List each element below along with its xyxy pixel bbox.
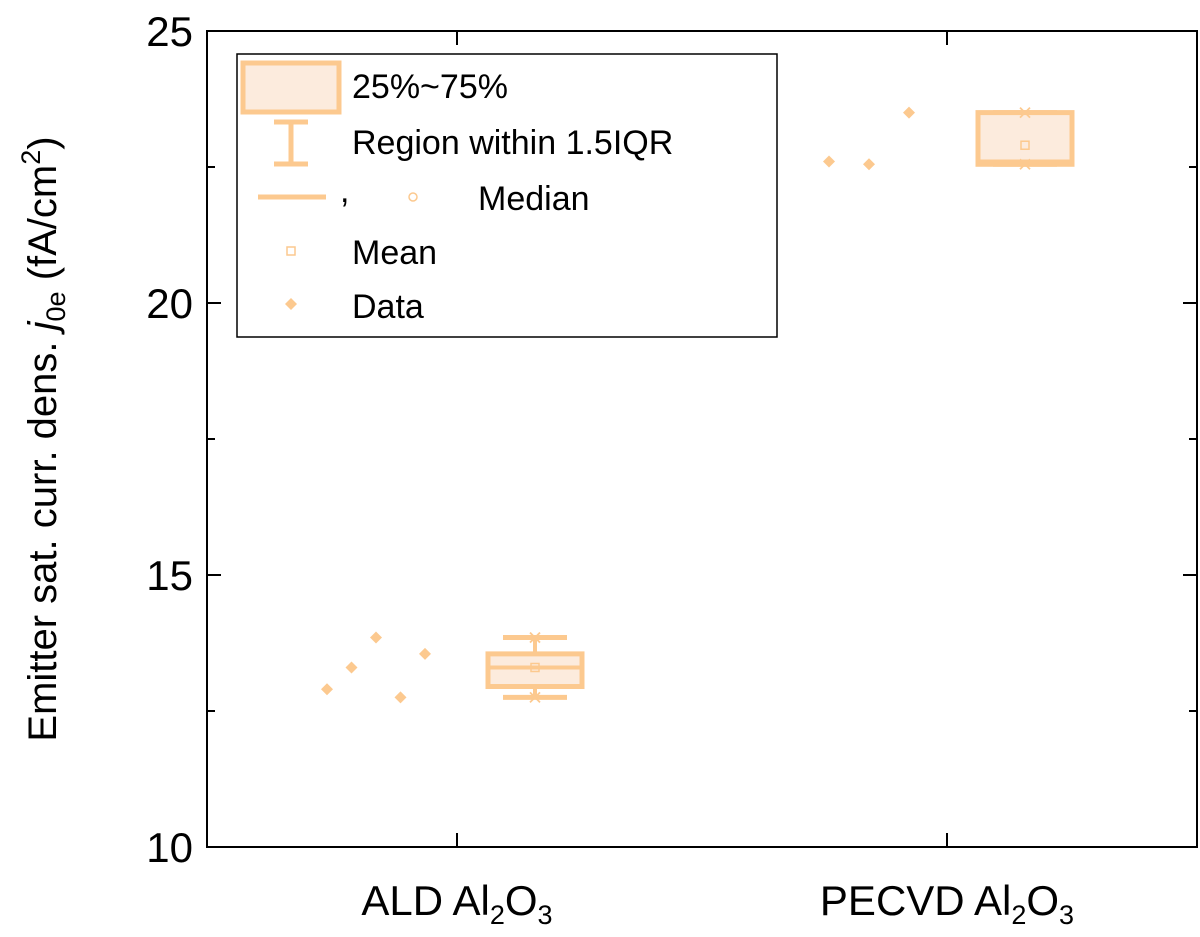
x-category-label-part: 2 [490,900,505,930]
iqr-box [485,651,585,690]
data-point [863,158,875,171]
mean-marker [1020,140,1030,150]
x-category-label-part: ALD Al [361,877,489,924]
legend-box-swatch [240,60,342,115]
legend-box-label: 25%~75% [352,68,508,106]
x-category-label: ALD Al2O3 [361,877,552,930]
x-category-label-part: O [505,877,538,924]
x-category-label-part: 3 [1059,900,1074,930]
min-marker [529,691,541,704]
legend-median-separator: , [340,172,349,210]
max-marker [529,631,541,644]
x-category-label-part: 2 [1011,900,1026,930]
legend-data-label: Data [352,288,424,326]
legend-data-swatch [285,298,297,310]
y-axis-title-symbol-sub: 0e [41,291,71,321]
x-category-label: PECVD Al2O3 [820,877,1074,930]
mean-marker [530,662,540,673]
x-category-label-part: 3 [538,900,553,930]
legend-median-label: Median [478,180,590,218]
y-axis-title-unit-close: ) [21,136,65,149]
data-point [370,631,382,644]
x-axis: ALD Al2O3 PECVD Al2O3 [361,31,1074,930]
y-axis-title-unit-open: (fA/cm [21,165,65,292]
y-tick-label: 25 [146,8,193,55]
marker-stroke [529,631,541,644]
legend-mean-label: Mean [352,234,437,272]
data-point [345,661,358,674]
marker-stroke [1019,158,1031,170]
y-tick-label: 15 [146,552,193,599]
y-axis-title: Emitter sat. curr. dens. j0e (fA/cm2) [16,136,71,741]
marker-stroke [1019,106,1031,119]
max-marker [1019,106,1031,119]
x-category-label-part: PECVD Al [820,877,1011,924]
data-point [823,155,835,168]
plot-marks [321,106,1075,704]
y-axis-title-unit-sup: 2 [16,150,46,165]
legend-whisker-swatch [274,119,308,167]
legend-median-marker-swatch [408,192,418,202]
legend-mean-swatch [286,246,296,256]
y-tick-label: 10 [146,824,193,871]
min-marker [1019,158,1031,170]
marker-stroke [529,691,541,704]
data-point [394,691,407,704]
y-tick-label: 20 [146,280,193,327]
y-axis-title-prefix: Emitter sat. curr. dens. [21,330,65,741]
data-point [321,683,333,696]
data-point [419,647,431,660]
legend: 25%~75% Region within 1.5IQR , Median Me… [236,53,778,338]
data-point [903,106,915,119]
legend-whisker-label: Region within 1.5IQR [352,124,673,162]
x-category-label-part: O [1026,877,1059,924]
y-axis: 10 15 20 25 [146,8,1197,871]
iqr-box [975,110,1075,167]
